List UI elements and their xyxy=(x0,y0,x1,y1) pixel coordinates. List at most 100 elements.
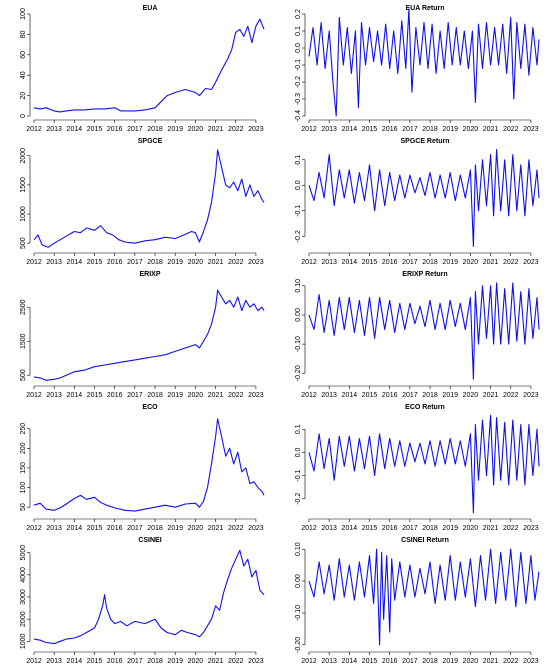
x-tick-label: 2018 xyxy=(422,126,438,133)
y-tick-label: 100 xyxy=(20,482,27,494)
x-tick-label: 2016 xyxy=(382,126,398,133)
x-tick-label: 2015 xyxy=(362,658,378,665)
x-tick-label: 2014 xyxy=(342,525,358,532)
x-tick-label: 2019 xyxy=(167,392,183,399)
x-tick-label: 2019 xyxy=(167,126,183,133)
x-tick-label: 2021 xyxy=(208,525,224,532)
x-tick-label: 2019 xyxy=(167,259,183,266)
y-tick-label: 1000 xyxy=(20,633,27,649)
x-tick-label: 2018 xyxy=(147,259,163,266)
y-tick-label: 40 xyxy=(20,71,27,79)
x-tick-label: 2022 xyxy=(228,259,244,266)
x-tick-label: 2022 xyxy=(228,126,244,133)
y-tick-label: 20 xyxy=(20,92,27,100)
y-tick-label: 100 xyxy=(20,8,27,20)
x-tick-label: 2016 xyxy=(382,658,398,665)
x-tick-label: 2022 xyxy=(228,392,244,399)
x-tick-label: 2023 xyxy=(523,126,539,133)
x-tick-label: 2014 xyxy=(342,126,358,133)
x-tick-label: 2017 xyxy=(127,658,143,665)
y-tick-label: 0 xyxy=(20,114,27,118)
y-tick-label: -0.2 xyxy=(295,230,302,242)
x-tick-label: 2016 xyxy=(107,525,123,532)
y-tick-label: 200 xyxy=(20,442,27,454)
y-tick-label: 500 xyxy=(20,237,27,249)
y-tick-label: 2000 xyxy=(20,611,27,627)
series-line-csinei xyxy=(33,549,265,645)
y-tick-label: 4000 xyxy=(20,567,27,583)
x-tick-label: 2017 xyxy=(402,525,418,532)
x-tick-label: 2014 xyxy=(342,658,358,665)
x-tick-label: 2012 xyxy=(26,126,42,133)
x-tick-label: 2013 xyxy=(46,126,62,133)
y-tick-label: 0.0 xyxy=(295,43,302,53)
x-tick-label: 2016 xyxy=(382,392,398,399)
x-tick-label: 2022 xyxy=(503,259,519,266)
y-tick-label: 0.00 xyxy=(295,308,302,322)
x-tick-label: 2017 xyxy=(127,392,143,399)
x-tick-label: 2019 xyxy=(167,525,183,532)
x-tick-label: 2012 xyxy=(301,259,317,266)
x-tick-label: 2020 xyxy=(188,525,204,532)
x-tick-label: 2021 xyxy=(208,392,224,399)
x-tick-label: 2020 xyxy=(463,259,479,266)
x-tick-label: 2015 xyxy=(362,392,378,399)
y-tick-label: 50 xyxy=(20,503,27,511)
series-line-spgce-return xyxy=(308,149,540,247)
x-tick-label: 2013 xyxy=(46,658,62,665)
x-tick-label: 2020 xyxy=(463,392,479,399)
x-tick-label: 2014 xyxy=(67,392,83,399)
x-tick-label: 2015 xyxy=(87,658,103,665)
x-tick-label: 2016 xyxy=(107,658,123,665)
x-tick-label: 2022 xyxy=(503,126,519,133)
series-line-eco xyxy=(33,418,265,512)
x-tick-label: 2018 xyxy=(422,392,438,399)
x-tick-label: 2013 xyxy=(321,392,337,399)
x-tick-label: 2019 xyxy=(442,126,458,133)
x-tick-label: 2015 xyxy=(362,525,378,532)
x-tick-label: 2012 xyxy=(26,392,42,399)
panel-title: ERIXP Return xyxy=(402,271,447,278)
x-tick-label: 2015 xyxy=(87,259,103,266)
x-tick-label: 2013 xyxy=(46,392,62,399)
x-tick-label: 2012 xyxy=(26,525,42,532)
x-tick-label: 2021 xyxy=(208,126,224,133)
x-tick-label: 2023 xyxy=(523,658,539,665)
x-tick-label: 2018 xyxy=(147,525,163,532)
x-tick-label: 2021 xyxy=(483,259,499,266)
x-tick-label: 2018 xyxy=(422,525,438,532)
x-tick-label: 2012 xyxy=(301,658,317,665)
y-tick-label: 0.1 xyxy=(295,424,302,434)
x-tick-label: 2019 xyxy=(442,525,458,532)
x-tick-label: 2019 xyxy=(442,259,458,266)
x-tick-label: 2014 xyxy=(67,525,83,532)
series-line-eua xyxy=(33,18,265,113)
x-tick-label: 2022 xyxy=(228,658,244,665)
y-tick-label: 1500 xyxy=(20,333,27,349)
x-tick-label: 2021 xyxy=(483,658,499,665)
x-tick-label: 2018 xyxy=(422,259,438,266)
x-tick-label: 2013 xyxy=(321,259,337,266)
x-tick-label: 2015 xyxy=(362,259,378,266)
x-tick-label: 2023 xyxy=(248,658,264,665)
y-tick-label: 250 xyxy=(20,423,27,435)
x-tick-label: 2019 xyxy=(442,658,458,665)
x-tick-label: 2023 xyxy=(523,259,539,266)
x-tick-label: 2018 xyxy=(147,392,163,399)
x-tick-label: 2017 xyxy=(127,525,143,532)
x-tick-label: 2016 xyxy=(382,259,398,266)
panel-title: EUA xyxy=(143,5,158,12)
x-tick-label: 2021 xyxy=(483,525,499,532)
x-tick-label: 2012 xyxy=(301,392,317,399)
x-tick-label: 2016 xyxy=(107,392,123,399)
x-tick-label: 2013 xyxy=(321,658,337,665)
y-tick-label: 150 xyxy=(20,462,27,474)
x-tick-label: 2023 xyxy=(248,126,264,133)
x-tick-label: 2014 xyxy=(67,126,83,133)
x-tick-label: 2023 xyxy=(248,525,264,532)
x-tick-label: 2022 xyxy=(503,525,519,532)
y-tick-label: 1000 xyxy=(20,206,27,222)
x-tick-label: 2015 xyxy=(362,126,378,133)
